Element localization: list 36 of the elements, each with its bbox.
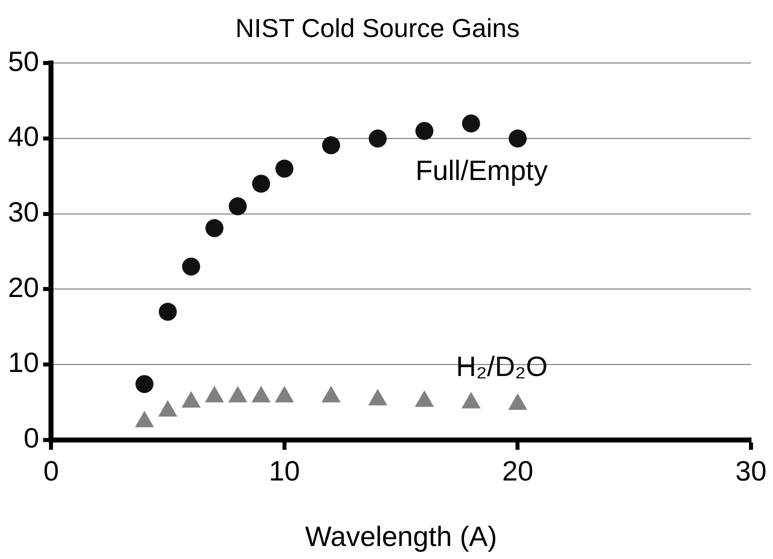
point (158, 400, 178, 417)
point (252, 174, 270, 193)
series-label: H₂/D₂O (456, 351, 548, 382)
y-tick-label: 10 (8, 347, 40, 378)
x-tick-label: 0 (43, 455, 59, 486)
y-tick-label: 20 (8, 272, 40, 303)
point (252, 386, 271, 402)
point (322, 386, 341, 402)
point (368, 388, 388, 406)
point (462, 392, 481, 408)
x-tick-label: 20 (502, 455, 534, 486)
point (322, 136, 340, 154)
point (274, 386, 294, 402)
point (228, 386, 248, 402)
point (204, 386, 224, 402)
point (415, 122, 434, 140)
point (182, 258, 200, 276)
point (228, 197, 247, 216)
point (182, 391, 201, 408)
chart-title: NIST Cold Source Gains (235, 12, 520, 43)
y-tick-label: 50 (8, 46, 40, 77)
point (134, 410, 154, 428)
y-tick-label: 0 (24, 422, 40, 454)
series-label: Full/Empty (415, 155, 548, 186)
x-axis-title: Wavelength (A) (305, 520, 498, 552)
point (368, 130, 387, 148)
y-tick-label: 40 (8, 121, 40, 152)
point (414, 390, 434, 407)
point (275, 160, 294, 178)
point (508, 130, 527, 148)
x-tick-label: 30 (735, 455, 767, 486)
point (462, 114, 480, 132)
point (205, 219, 224, 238)
x-tick-label: 10 (268, 455, 300, 486)
y-tick-label: 30 (8, 196, 40, 228)
point (508, 393, 528, 410)
